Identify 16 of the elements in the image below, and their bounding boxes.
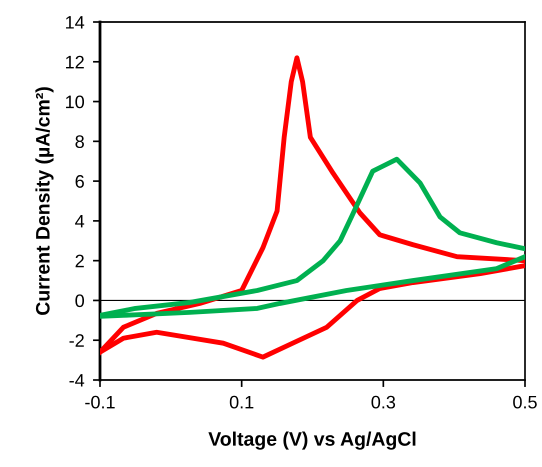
y-tick-label: 14 bbox=[66, 16, 84, 29]
y-tick-label: -4 bbox=[69, 374, 84, 387]
x-tick-label: 0.5 bbox=[513, 396, 537, 409]
x-tick-label: 0.3 bbox=[371, 396, 396, 409]
y-tick-label: 6 bbox=[76, 175, 84, 188]
y-axis-title: Current Density (µA/cm²) bbox=[35, 87, 54, 315]
y-tick-label: 4 bbox=[75, 215, 84, 228]
y-tick-label: 10 bbox=[66, 95, 84, 108]
x-tick-label: -0.1 bbox=[85, 396, 115, 409]
y-tick-label: -2 bbox=[69, 334, 84, 347]
x-axis-title: Voltage (V) vs Ag/AgCl bbox=[208, 432, 416, 450]
y-tick-label: 0 bbox=[75, 294, 84, 308]
x-tick-label: 0.1 bbox=[230, 396, 254, 409]
y-tick-label: 8 bbox=[75, 135, 84, 148]
y-tick-label: 2 bbox=[76, 254, 84, 268]
y-tick-label: 12 bbox=[66, 56, 84, 68]
